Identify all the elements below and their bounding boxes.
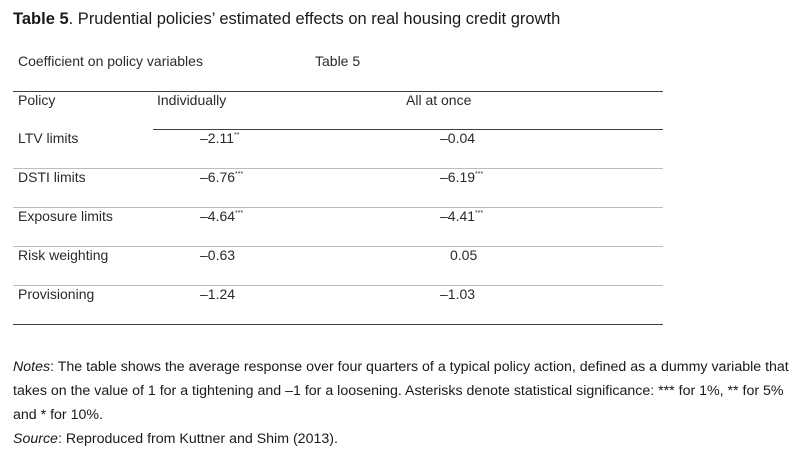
row-individually-ltv: –2.11** — [200, 130, 240, 146]
table-title: Table 5. Prudential policies’ estimated … — [13, 10, 560, 29]
notes-paragraph: Notes: The table shows the average respo… — [13, 355, 793, 427]
source-text: : Reproduced from Kuttner and Shim (2013… — [57, 431, 338, 447]
table-title-text: . Prudential policies’ estimated effects… — [68, 10, 561, 28]
row-policy-provisioning: Provisioning — [18, 286, 95, 302]
row-individually-provisioning: –1.24 — [200, 286, 236, 302]
row-policy-risk-weighting: Risk weighting — [18, 247, 109, 263]
row-divider — [13, 285, 663, 286]
row-policy-exposure: Exposure limits — [18, 208, 113, 224]
row-divider — [13, 168, 663, 169]
source-label: Source — [13, 431, 58, 447]
table-notes: Notes: The table shows the average respo… — [13, 355, 793, 451]
notes-label: Notes — [13, 359, 51, 375]
row-individually-exposure: –4.64*** — [200, 208, 244, 224]
row-all-dsti: –6.19*** — [440, 169, 484, 185]
row-individually-risk-weighting: –0.63 — [200, 247, 236, 263]
table-label: Table 5 — [315, 53, 361, 69]
table-bottom-rule — [13, 324, 663, 325]
row-divider — [13, 246, 663, 247]
row-all-exposure: –4.41*** — [440, 208, 484, 224]
row-policy-dsti: DSTI limits — [18, 169, 86, 185]
row-divider — [13, 207, 663, 208]
notes-text: : The table shows the average response o… — [13, 359, 789, 423]
row-policy-ltv: LTV limits — [18, 130, 79, 146]
column-header-individually: Individually — [157, 92, 227, 108]
header-top-rule — [13, 91, 663, 92]
row-all-provisioning: –1.03 — [440, 286, 476, 302]
column-header-all-at-once: All at once — [406, 92, 472, 108]
row-individually-dsti: –6.76*** — [200, 169, 244, 185]
column-header-policy: Policy — [18, 92, 56, 108]
source-paragraph: Source: Reproduced from Kuttner and Shim… — [13, 427, 793, 451]
row-all-risk-weighting: 0.05 — [450, 247, 478, 263]
table-caption: Coefficient on policy variables — [18, 53, 203, 69]
header-bottom-rule — [153, 129, 663, 130]
table-title-label: Table 5 — [13, 10, 69, 28]
row-all-ltv: –0.04 — [440, 130, 476, 146]
